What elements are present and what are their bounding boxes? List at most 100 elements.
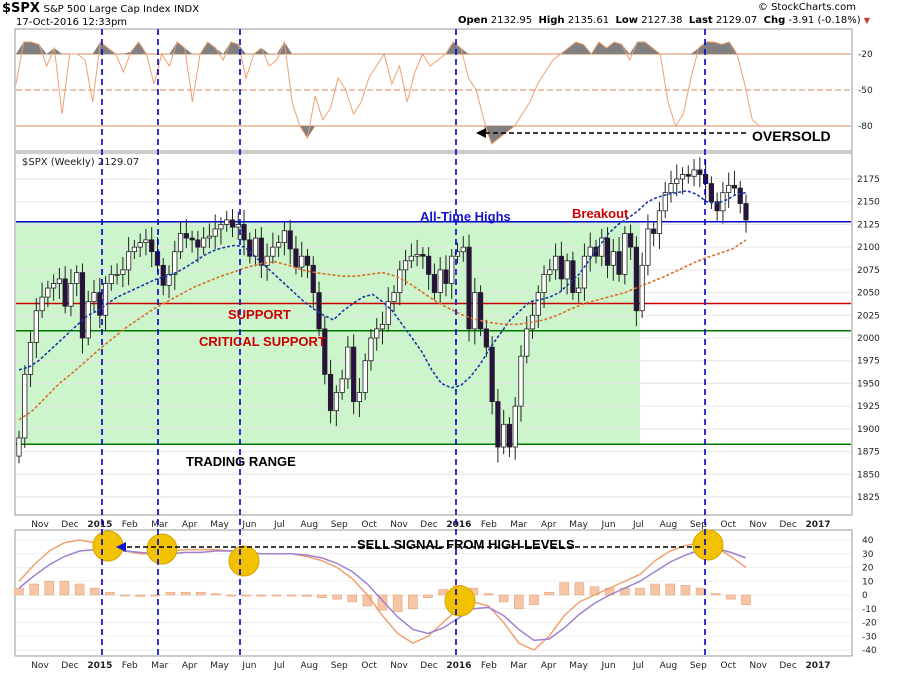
price-tick-label: 2125 xyxy=(857,220,880,230)
x-tick-label: Sep xyxy=(690,520,707,530)
oscillator-tick-label: -20 xyxy=(858,50,873,60)
x-tick-label: Oct xyxy=(361,520,377,530)
candle-body xyxy=(264,255,270,266)
candle-body xyxy=(235,224,241,228)
price-tick-label: 2100 xyxy=(857,243,880,253)
x-tick-label: Oct xyxy=(720,661,736,671)
candle-body xyxy=(212,228,218,237)
x-tick-label: Oct xyxy=(361,661,377,671)
x-tick-label: Mar xyxy=(510,661,527,671)
candle-body xyxy=(287,230,293,250)
candle-body xyxy=(39,296,45,312)
candle-body xyxy=(581,255,588,289)
candle-body xyxy=(552,255,559,271)
candle-body xyxy=(91,292,97,303)
x-tick-label: Nov xyxy=(390,661,408,671)
x-tick-label: Sep xyxy=(331,520,348,530)
x-tick-label: 2017 xyxy=(805,520,830,530)
candle-body xyxy=(45,287,51,298)
candle-body xyxy=(33,310,39,343)
candle-body xyxy=(241,224,247,241)
sell-signal-label: SELL SIGNAL FROM HIGH LEVELS xyxy=(357,537,575,552)
signal-marker xyxy=(228,545,260,577)
candle-body xyxy=(449,255,455,284)
macd-histogram-bar xyxy=(650,583,660,596)
candle-body xyxy=(345,346,351,380)
candle-body xyxy=(322,328,328,375)
candle-body xyxy=(506,423,513,448)
candle-body xyxy=(281,230,288,244)
candle-body xyxy=(172,251,178,275)
macd-histogram-bar xyxy=(180,591,191,596)
candle-body xyxy=(737,187,743,204)
macd-tick-label: 40 xyxy=(862,536,874,546)
macd-histogram-bar xyxy=(347,594,358,603)
candle-body xyxy=(79,272,86,339)
candle-body xyxy=(431,273,438,293)
price-tick-label: 1875 xyxy=(857,448,880,458)
macd-histogram-bar xyxy=(635,587,645,596)
macd-histogram-bar xyxy=(29,583,39,596)
macd-histogram-bar xyxy=(423,594,433,599)
candle-body xyxy=(639,264,645,312)
candle-body xyxy=(541,273,547,293)
candle-body xyxy=(218,224,224,230)
candle-body xyxy=(27,342,34,375)
x-tick-label: Dec xyxy=(779,520,796,530)
candle-body xyxy=(68,283,74,307)
macd-histogram-bar xyxy=(59,580,70,596)
price-tick-label: 1925 xyxy=(857,402,880,412)
macd-histogram-bar xyxy=(271,594,282,597)
candle-body xyxy=(114,273,120,276)
x-tick-label: Jul xyxy=(273,520,285,530)
oversold-label: OVERSOLD xyxy=(752,128,831,144)
candle-body xyxy=(443,269,449,284)
trading-range-label: TRADING RANGE xyxy=(186,454,296,469)
candle-body xyxy=(414,254,420,257)
candle-body xyxy=(62,278,68,307)
candle-body xyxy=(385,301,391,325)
macd-histogram-bar xyxy=(407,594,418,610)
x-tick-label: Dec xyxy=(61,520,78,530)
candle-body xyxy=(495,401,501,448)
macd-histogram-bar xyxy=(680,585,691,596)
x-tick-label: Feb xyxy=(481,661,497,671)
candle-body xyxy=(108,273,114,284)
candle-body xyxy=(183,233,189,239)
dropdown-arrow-icon[interactable]: ▼ xyxy=(863,16,870,25)
macd-histogram-bar xyxy=(392,594,403,612)
candle-body xyxy=(276,242,282,248)
macd-histogram-bar xyxy=(710,593,721,596)
candle-body xyxy=(229,219,236,228)
price-tick-label: 2075 xyxy=(857,266,880,276)
macd-histogram-bar xyxy=(120,594,130,597)
candle-body xyxy=(270,246,276,257)
candle-body xyxy=(656,210,663,234)
date-stamp: 17-Oct-2016 12:33pm xyxy=(16,17,128,28)
macd-histogram-bar xyxy=(195,591,206,596)
candle-body xyxy=(662,192,668,212)
x-tick-label: Dec xyxy=(61,661,78,671)
macd-histogram-bar xyxy=(498,594,509,603)
macd-line xyxy=(18,539,747,651)
macd-histogram-bar xyxy=(514,594,524,610)
open-label: Open xyxy=(458,15,488,26)
breakout-label: Breakout xyxy=(572,206,629,221)
price-tick-label: 2175 xyxy=(857,175,880,185)
candle-body xyxy=(362,360,368,393)
candle-body xyxy=(327,373,334,412)
candle-body xyxy=(356,392,363,402)
macd-histogram-bar xyxy=(332,594,342,600)
x-tick-label: Mar xyxy=(151,661,168,671)
x-tick-label: May xyxy=(210,661,229,671)
x-tick-label: Dec xyxy=(779,661,796,671)
candle-body xyxy=(420,254,426,257)
candle-body xyxy=(379,323,386,330)
candle-body xyxy=(391,292,397,303)
price-tick-label: 1900 xyxy=(857,425,880,435)
candle-body xyxy=(622,233,628,275)
macd-histogram-bar xyxy=(211,593,221,596)
macd-tick-label: 0 xyxy=(862,591,868,601)
candle-body xyxy=(437,269,443,293)
